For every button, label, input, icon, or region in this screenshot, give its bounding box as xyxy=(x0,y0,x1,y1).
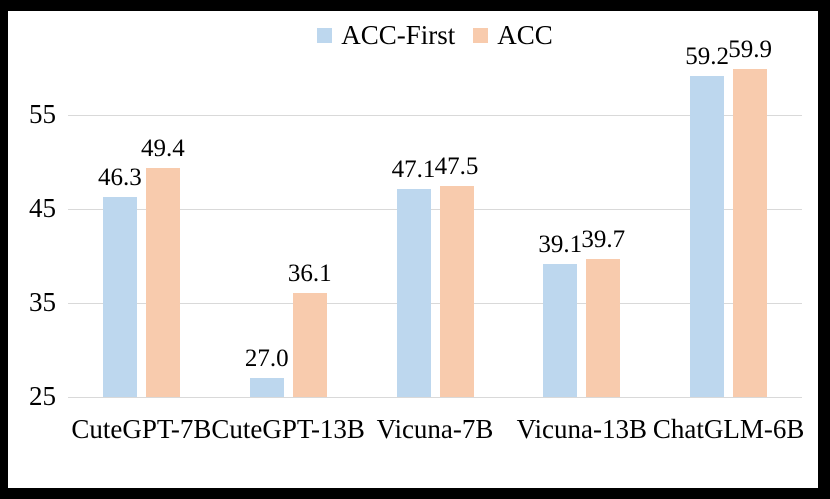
y-tick-label-35: 35 xyxy=(29,287,56,317)
chart-panel: ACC-First ACC 25 35 45 55 46.3 49.4 CuteGPT-7B… xyxy=(8,11,818,488)
gridline-55 xyxy=(68,115,802,116)
x-category-label-cutegpt-13b: CuteGPT-13B xyxy=(211,414,365,444)
legend: ACC-First ACC xyxy=(68,21,802,49)
x-category-label-vicuna-13b: Vicuna-13B xyxy=(516,414,647,444)
bar-acc-first-cutegpt-13b xyxy=(249,378,284,397)
plot-area: 25 35 45 55 46.3 49.4 CuteGPT-7B 27.0 36.1 CuteGP… xyxy=(29,36,804,444)
legend-item-acc: ACC xyxy=(473,21,553,49)
bar-acc-first-vicuna-7b xyxy=(396,189,431,397)
x-category-label-vicuna-7b: Vicuna-7B xyxy=(376,414,494,444)
y-tick-label-55: 55 xyxy=(29,99,56,129)
value-label-acc-cutegpt-13b: 36.1 xyxy=(287,259,332,287)
value-label-acc-cutegpt-7b: 49.4 xyxy=(141,134,185,162)
bar-acc-cutegpt-13b xyxy=(292,292,327,397)
bar-acc-chatglm-6b xyxy=(733,68,768,397)
value-label-acc-chatglm-6b: 59.9 xyxy=(728,35,772,63)
value-label-acc-first-cutegpt-13b: 27.0 xyxy=(244,345,289,373)
bar-acc-first-cutegpt-7b xyxy=(102,196,137,397)
bar-acc-vicuna-13b xyxy=(586,258,621,397)
bar-acc-first-vicuna-13b xyxy=(543,264,578,397)
value-label-acc-first-chatglm-6b: 59.2 xyxy=(685,42,729,70)
legend-item-acc-first: ACC-First xyxy=(317,21,455,49)
legend-swatch-acc xyxy=(473,27,489,43)
bar-acc-cutegpt-7b xyxy=(145,167,180,397)
bar-acc-vicuna-7b xyxy=(439,185,474,397)
value-label-acc-first-cutegpt-7b: 46.3 xyxy=(98,163,142,191)
value-label-acc-vicuna-7b: 47.5 xyxy=(434,152,479,180)
legend-label-acc: ACC xyxy=(497,20,553,50)
x-category-label-chatglm-6b: ChatGLM-6B xyxy=(652,414,805,444)
y-tick-label-25: 25 xyxy=(29,381,56,411)
value-label-acc-vicuna-13b: 39.7 xyxy=(581,225,626,253)
legend-label-acc-first: ACC-First xyxy=(341,20,456,50)
value-label-acc-first-vicuna-13b: 39.1 xyxy=(538,231,583,259)
legend-swatch-acc-first xyxy=(317,27,333,43)
gridline-25 xyxy=(68,397,802,398)
x-category-label-cutegpt-7b: CuteGPT-7B xyxy=(71,414,212,444)
gridline-45 xyxy=(68,209,802,210)
value-label-acc-first-vicuna-7b: 47.1 xyxy=(391,156,436,184)
gridline-35 xyxy=(68,303,802,304)
y-tick-label-45: 45 xyxy=(29,193,56,223)
bar-acc-first-chatglm-6b xyxy=(690,75,725,397)
